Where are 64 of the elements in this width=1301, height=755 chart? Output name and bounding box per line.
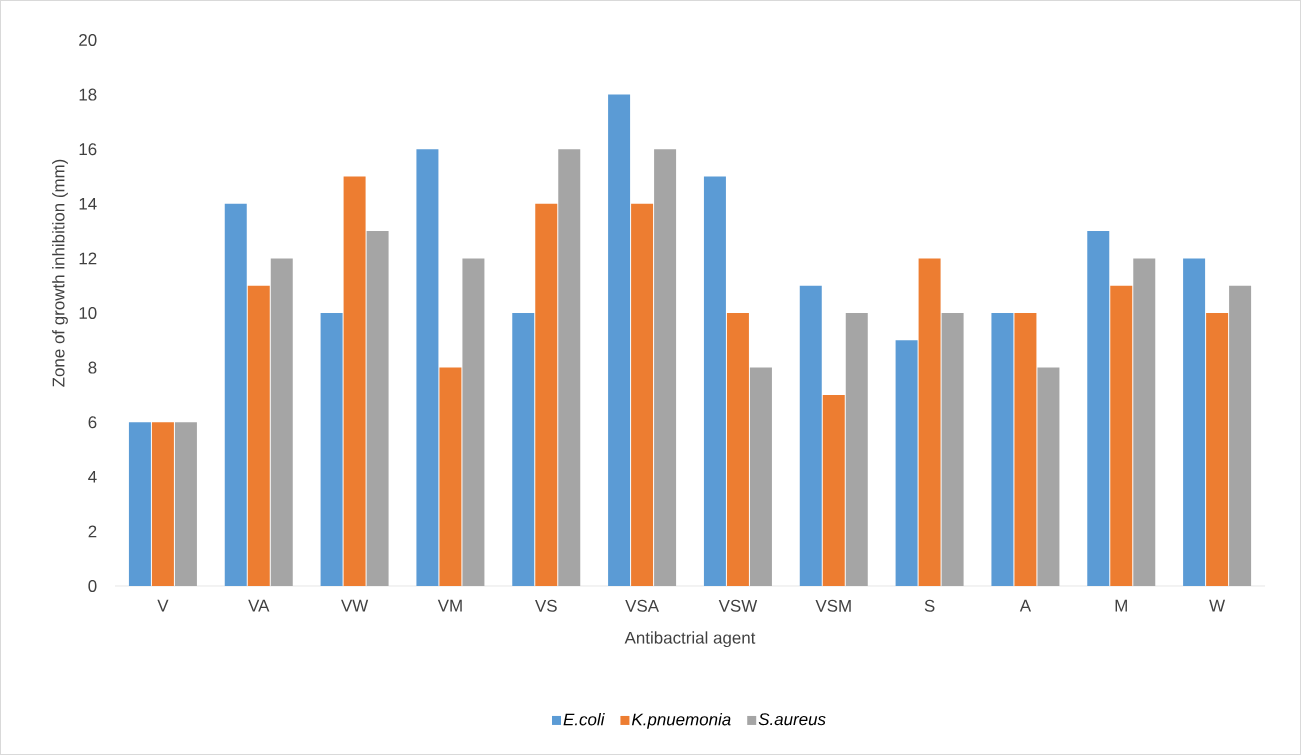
bar bbox=[1229, 285, 1252, 586]
bar bbox=[343, 176, 366, 586]
x-tick-label: W bbox=[1209, 599, 1226, 612]
x-tick-label: VS bbox=[535, 599, 557, 612]
legend-label: E.coli bbox=[563, 713, 605, 726]
bar bbox=[895, 340, 918, 586]
bar bbox=[991, 312, 1014, 586]
bar bbox=[799, 285, 822, 586]
x-tick-label: M bbox=[1115, 599, 1127, 612]
bar bbox=[270, 258, 293, 586]
bar bbox=[1183, 258, 1206, 586]
bar bbox=[703, 176, 726, 586]
bar bbox=[224, 203, 247, 586]
y-tick-label: 4 bbox=[88, 470, 97, 483]
bar bbox=[726, 312, 749, 586]
y-tick-label: 10 bbox=[79, 306, 97, 319]
y-tick-label: 12 bbox=[79, 252, 97, 265]
bar bbox=[845, 312, 868, 586]
bar bbox=[366, 231, 389, 586]
bar bbox=[247, 285, 270, 586]
bar bbox=[462, 258, 485, 586]
bar bbox=[1133, 258, 1156, 586]
y-tick-label: 14 bbox=[79, 197, 97, 210]
y-tick-label: 0 bbox=[88, 580, 97, 592]
y-tick-label: 18 bbox=[79, 88, 97, 101]
bar bbox=[151, 422, 174, 586]
bar bbox=[535, 203, 558, 586]
bar bbox=[1037, 367, 1060, 586]
legend-label: S.aureus bbox=[758, 713, 826, 726]
bar bbox=[608, 94, 631, 586]
x-tick-label: A bbox=[1019, 599, 1032, 612]
bar bbox=[941, 312, 964, 586]
x-tick-label: VW bbox=[341, 599, 369, 612]
x-tick-label: V bbox=[157, 599, 169, 612]
bar bbox=[320, 312, 343, 586]
x-tick-label: S bbox=[924, 599, 935, 612]
x-axis-title: Antibactrial agent bbox=[624, 631, 756, 648]
bar bbox=[918, 258, 941, 586]
y-tick-label: 8 bbox=[88, 361, 97, 374]
bar bbox=[1014, 312, 1037, 586]
bar bbox=[1087, 231, 1110, 586]
bar bbox=[631, 203, 654, 586]
y-tick-label: 16 bbox=[79, 143, 97, 156]
y-axis-title: Zone of growth inhibition (mm) bbox=[52, 159, 68, 387]
y-tick-label: 20 bbox=[79, 33, 97, 46]
bar bbox=[1110, 285, 1133, 586]
y-tick-label: 6 bbox=[88, 416, 97, 429]
bar bbox=[1206, 312, 1229, 586]
bar bbox=[512, 312, 535, 586]
bar bbox=[416, 149, 439, 586]
x-tick-label: VSM bbox=[815, 599, 851, 612]
x-tick-label: VM bbox=[437, 599, 462, 612]
x-tick-label: VSA bbox=[625, 599, 660, 612]
x-tick-label: VSW bbox=[718, 599, 758, 612]
bar bbox=[822, 394, 845, 586]
bar bbox=[654, 149, 677, 586]
bar bbox=[174, 422, 197, 586]
y-tick-label: 2 bbox=[88, 525, 97, 538]
bar bbox=[439, 367, 462, 586]
x-tick-label: VA bbox=[248, 599, 270, 612]
bar bbox=[749, 367, 772, 586]
bar bbox=[558, 149, 581, 586]
bar bbox=[128, 422, 151, 586]
legend-label: K.pnuemonia bbox=[631, 713, 731, 729]
